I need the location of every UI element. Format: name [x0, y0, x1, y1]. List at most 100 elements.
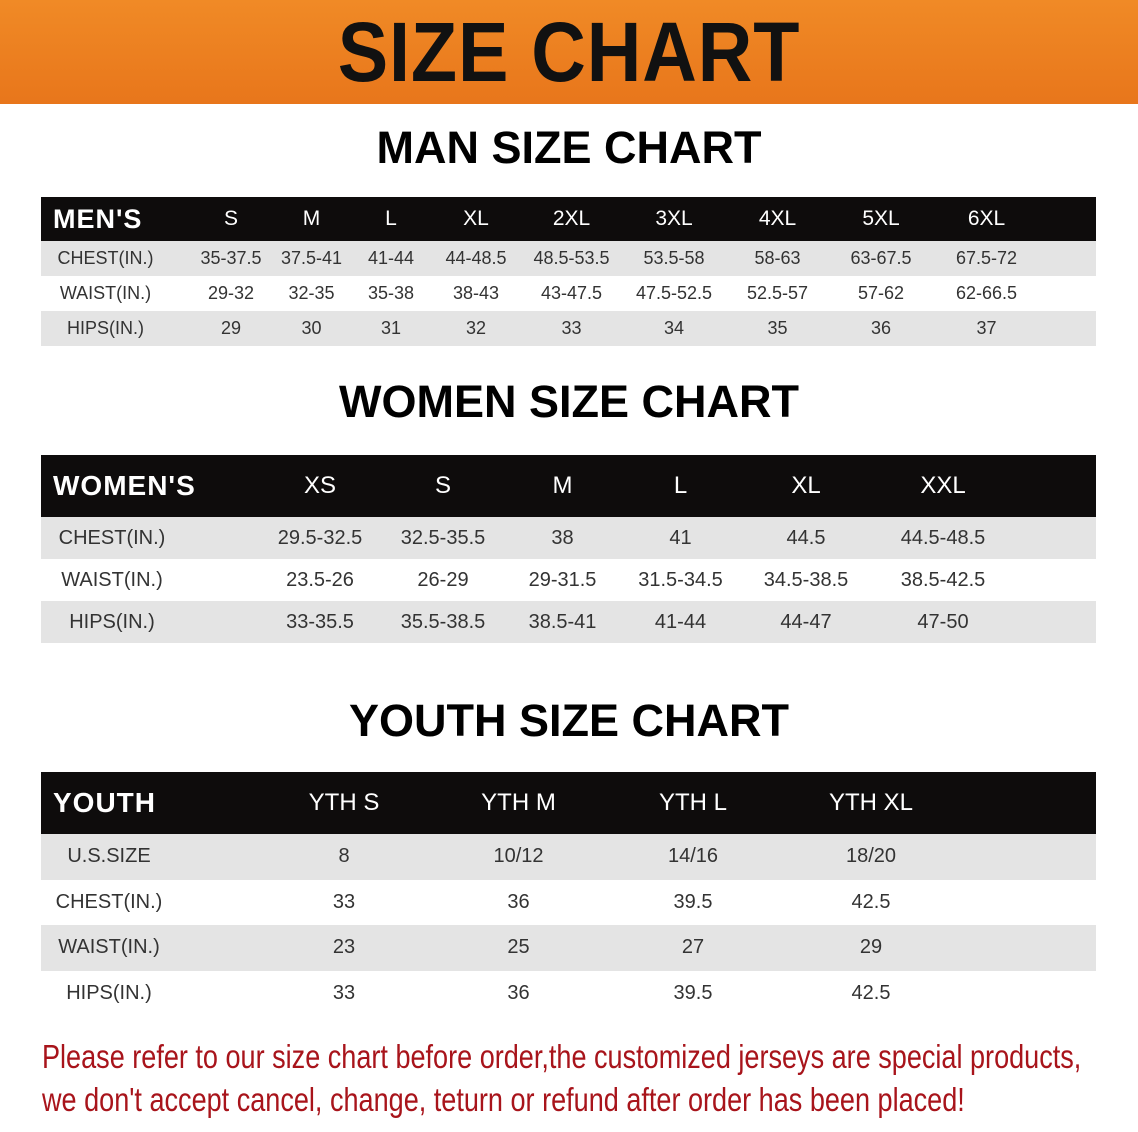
measurement-value: 29-31.5	[528, 568, 597, 591]
measurement-value: 53.5-58	[643, 248, 705, 268]
measurement-value: 57-62	[857, 283, 905, 303]
measurement-value: 36	[507, 890, 530, 913]
table-row: CHEST(IN.) 35-37.5 37.5-41 41-44 44-48.5 48.5…	[41, 241, 1096, 276]
measurement-value: 67.5-72	[955, 248, 1018, 268]
table-row: WAIST(IN.) 23.5-26 26-29 29-31.5 31.5-34.5 34…	[41, 559, 1096, 601]
women-section-title: WOMEN SIZE CHART	[339, 376, 799, 427]
measurement-label: WAIST(IN.)	[61, 568, 163, 591]
notice-line-1: Please refer to our size chart before or…	[42, 1038, 1082, 1075]
measurement-label: CHEST(IN.)	[58, 526, 166, 549]
women-header-row: WOMEN'S XS S M L XL XXL	[41, 455, 1096, 517]
measurement-value: 29	[859, 936, 883, 959]
measurement-value: 37.5-41	[280, 248, 343, 268]
measurement-value: 38-43	[452, 283, 500, 303]
measurement-value: 23.5-26	[286, 568, 354, 591]
measurement-value: 35-37.5	[200, 248, 262, 268]
measurement-value: 62-66.5	[955, 283, 1018, 303]
table-row: CHEST(IN.) 29.5-32.5 32.5-35.5 38 41 44.5 44.5…	[41, 517, 1096, 559]
size-header-cell: S	[223, 207, 238, 230]
size-header-cell: XS	[303, 472, 336, 499]
measurement-value: 47.5-52.5	[635, 283, 713, 303]
women-table-label: WOMEN'S	[53, 470, 196, 501]
size-header-cell: 3XL	[655, 207, 693, 230]
measurement-label: CHEST(IN.)	[55, 890, 163, 913]
men-table-label: MEN'S	[53, 203, 143, 234]
youth-section-title: YOUTH SIZE CHART	[348, 695, 789, 746]
measurement-value: 41-44	[367, 248, 415, 268]
measurement-value: 33	[332, 890, 356, 913]
measurement-value: 25	[507, 936, 530, 959]
men-size-table: MEN'S S M L XL 2XL 3XL 4XL 5XL 6XL CHEST(IN.) 35-37…	[41, 197, 1096, 346]
measurement-value: 27	[681, 936, 705, 959]
size-header-cell: YTH M	[481, 789, 556, 816]
men-header-row: MEN'S S M L XL 2XL 3XL 4XL 5XL 6XL	[41, 197, 1096, 241]
measurement-value: 39.5	[673, 981, 713, 1004]
size-header-cell: L	[385, 207, 397, 230]
size-header-cell: YTH S	[308, 789, 380, 816]
banner: SIZE CHART	[0, 0, 1138, 104]
size-header-cell: S	[434, 472, 451, 499]
measurement-value: 63-67.5	[850, 248, 912, 268]
measurement-value: 32	[465, 318, 487, 338]
size-header-cell: YTH L	[658, 789, 727, 816]
notice-line-2: we don't accept cancel, change, teturn o…	[42, 1081, 965, 1118]
measurement-value: 35.5-38.5	[400, 610, 486, 633]
table-row: WAIST(IN.) 29-32 32-35 35-38 38-43 43-47.5 47.…	[41, 276, 1096, 311]
measurement-value: 29.5-32.5	[277, 526, 363, 549]
measurement-value: 42.5	[851, 890, 891, 913]
measurement-value: 41	[669, 526, 692, 549]
measurement-value: 44.5-48.5	[900, 526, 986, 549]
measurement-value: 31.5-34.5	[638, 568, 723, 591]
measurement-value: 38	[551, 526, 574, 549]
measurement-value: 34	[663, 318, 685, 338]
measurement-value: 33	[561, 318, 582, 338]
table-row: WAIST(IN.) 23 25 27 29	[41, 925, 1096, 971]
measurement-label: WAIST(IN.)	[59, 283, 152, 303]
measurement-value: 33-35.5	[286, 610, 354, 633]
measurement-value: 44-48.5	[445, 248, 507, 268]
measurement-value: 44.5	[786, 526, 826, 549]
size-header-cell: 4XL	[758, 207, 797, 230]
women-size-table: WOMEN'S XS S M L XL XXL CHEST(IN.) 29.5-32.5 32.5…	[41, 455, 1096, 643]
measurement-value: 52.5-57	[746, 283, 809, 303]
measurement-value: 32-35	[288, 283, 335, 303]
measurement-label: HIPS(IN.)	[66, 981, 152, 1004]
size-header-cell: YTH XL	[828, 789, 914, 816]
measurement-value: 35	[767, 318, 788, 338]
measurement-value: 31	[380, 318, 402, 338]
banner-title: SIZE CHART	[337, 5, 801, 99]
measurement-value: 14/16	[667, 845, 719, 868]
measurement-value: 36	[870, 318, 892, 338]
measurement-value: 8	[338, 845, 350, 868]
measurement-value: 33	[332, 981, 356, 1004]
size-header-cell: XXL	[920, 472, 966, 499]
measurement-value: 47-50	[917, 610, 969, 633]
measurement-value: 58-63	[754, 248, 801, 268]
measurement-value: 29	[220, 318, 242, 338]
measurement-value: 23	[332, 936, 356, 959]
size-header-cell: 6XL	[967, 207, 1006, 230]
measurement-value: 29-32	[207, 283, 255, 303]
table-row: HIPS(IN.) 33-35.5 35.5-38.5 38.5-41 41-44 44-…	[41, 601, 1096, 643]
youth-table-label: YOUTH	[53, 787, 156, 818]
size-header-cell: L	[673, 472, 688, 499]
table-row: U.S.SIZE 8 10/12 14/16 18/20	[41, 834, 1096, 880]
measurement-value: 30	[301, 318, 322, 338]
measurement-value: 10/12	[493, 845, 544, 868]
table-row: HIPS(IN.) 33 36 39.5 42.5	[41, 970, 1096, 1016]
measurement-label: HIPS(IN.)	[69, 610, 155, 633]
measurement-value: 43-47.5	[540, 283, 603, 303]
table-row: CHEST(IN.) 33 36 39.5 42.5	[41, 879, 1096, 925]
measurement-value: 26-29	[417, 568, 469, 591]
measurement-value: 42.5	[851, 981, 891, 1004]
measurement-value: 37	[976, 318, 997, 338]
measurement-value: 38.5-42.5	[900, 568, 986, 591]
measurement-label: CHEST(IN.)	[57, 248, 154, 268]
measurement-value: 35-38	[367, 283, 415, 303]
measurement-value: 32.5-35.5	[400, 526, 486, 549]
measurement-value: 44-47	[780, 610, 832, 633]
size-header-cell: 2XL	[552, 207, 591, 230]
size-header-cell: 5XL	[862, 207, 900, 230]
size-header-cell: M	[302, 207, 321, 230]
